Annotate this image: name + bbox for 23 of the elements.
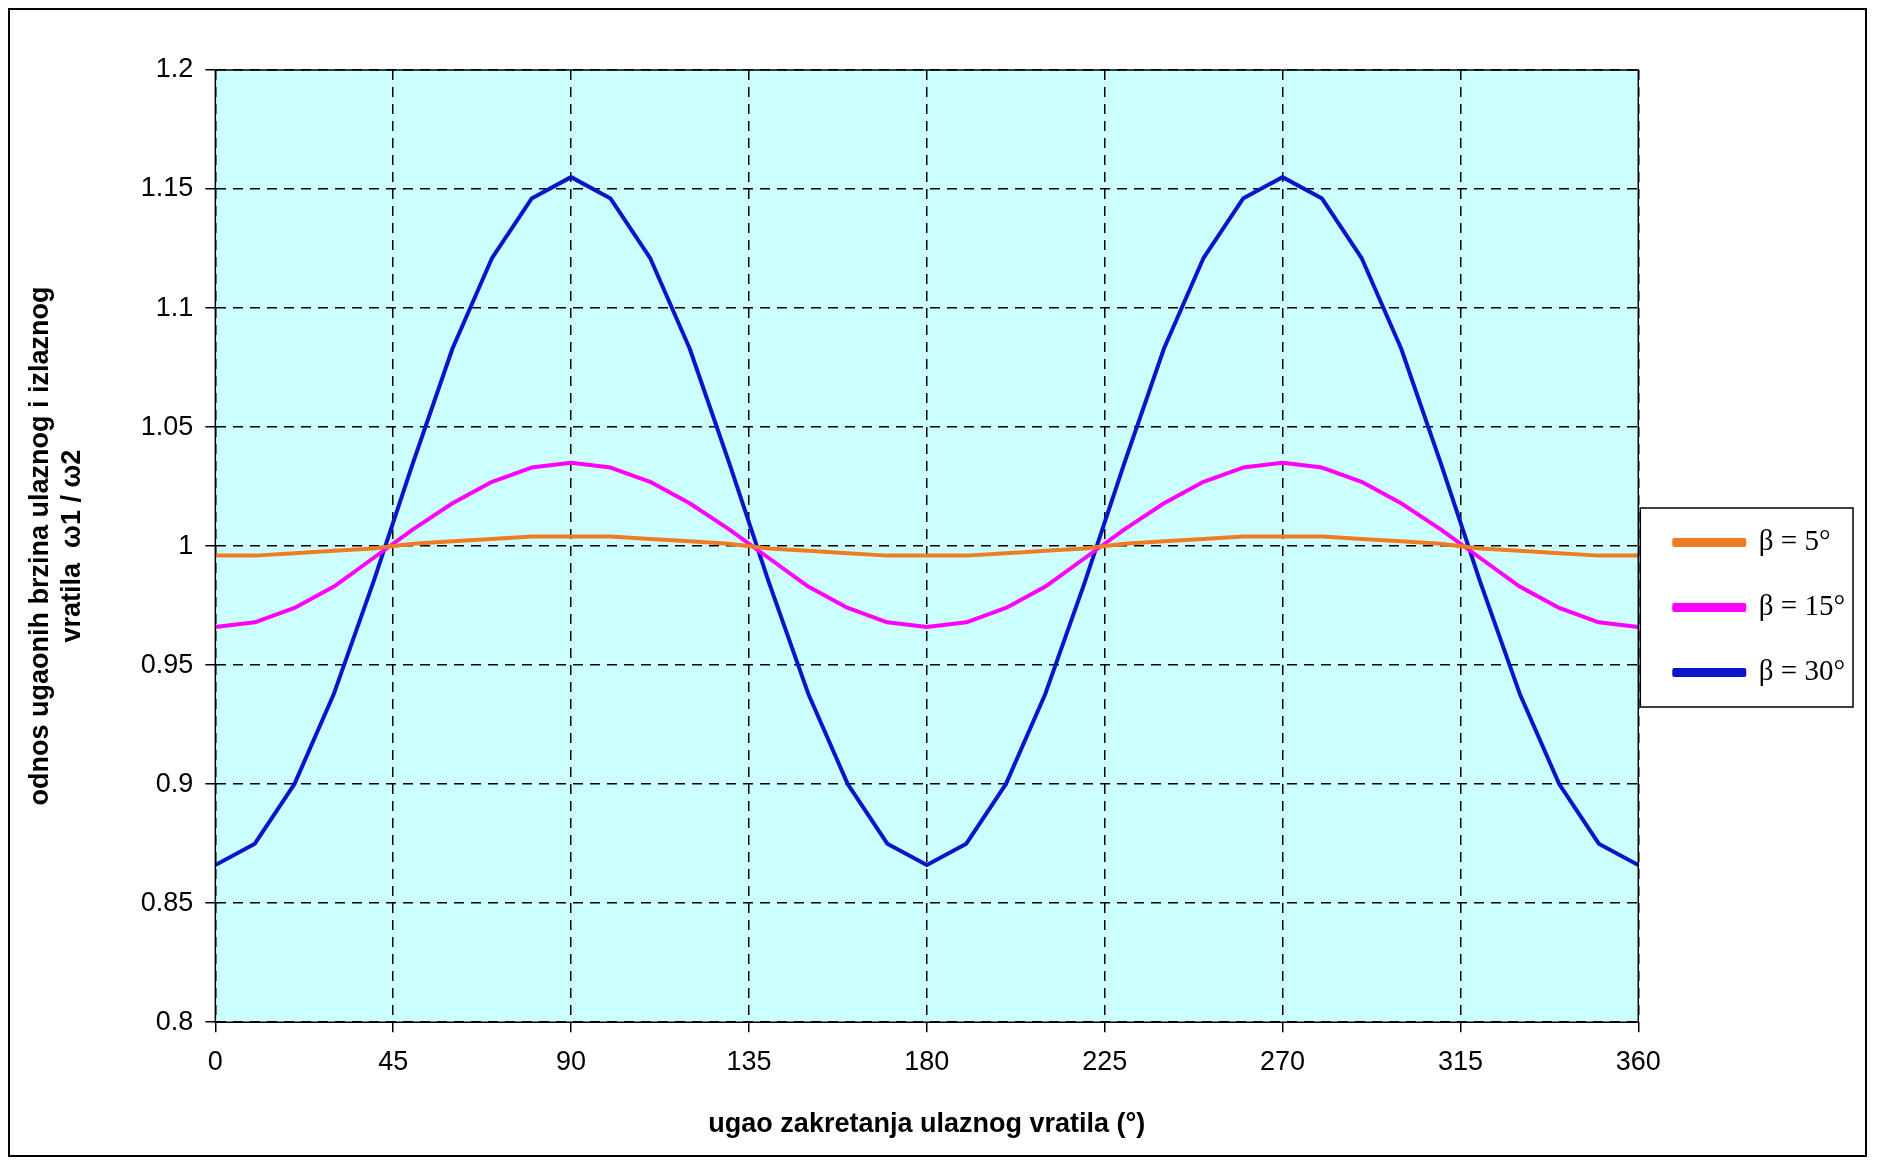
y-tick-label: 0.9 bbox=[155, 767, 194, 798]
x-tick-label: 45 bbox=[378, 1045, 409, 1076]
y-tick-label: 1.2 bbox=[155, 53, 194, 84]
y-tick-label: 0.85 bbox=[140, 886, 194, 917]
y-tick-label: 1.15 bbox=[140, 172, 194, 203]
x-tick-label: 270 bbox=[1260, 1045, 1306, 1076]
y-tick-label: 1.1 bbox=[155, 291, 194, 322]
legend-label: β = 5° bbox=[1758, 524, 1831, 557]
legend-label: β = 30° bbox=[1758, 654, 1846, 687]
x-tick-label: 90 bbox=[556, 1045, 587, 1076]
x-tick-label: 225 bbox=[1082, 1045, 1128, 1076]
y-tick-label: 0.8 bbox=[155, 1005, 194, 1036]
y-tick-label: 1 bbox=[178, 529, 194, 560]
y-tick-label: 0.95 bbox=[140, 648, 194, 679]
x-tick-label: 180 bbox=[904, 1045, 950, 1076]
x-tick-label: 0 bbox=[207, 1045, 223, 1076]
x-tick-label: 135 bbox=[726, 1045, 772, 1076]
x-axis-title: ugao zakretanja ulaznog vratila (°) bbox=[708, 1108, 1146, 1139]
legend-label: β = 15° bbox=[1758, 589, 1846, 622]
y-axis-title: odnos ugaonih brzina ulaznog i izlaznog vratila ω1 / ω2 bbox=[23, 286, 87, 806]
x-tick-label: 315 bbox=[1437, 1045, 1483, 1076]
y-tick-label: 1.05 bbox=[140, 410, 194, 441]
x-tick-label: 360 bbox=[1615, 1045, 1661, 1076]
